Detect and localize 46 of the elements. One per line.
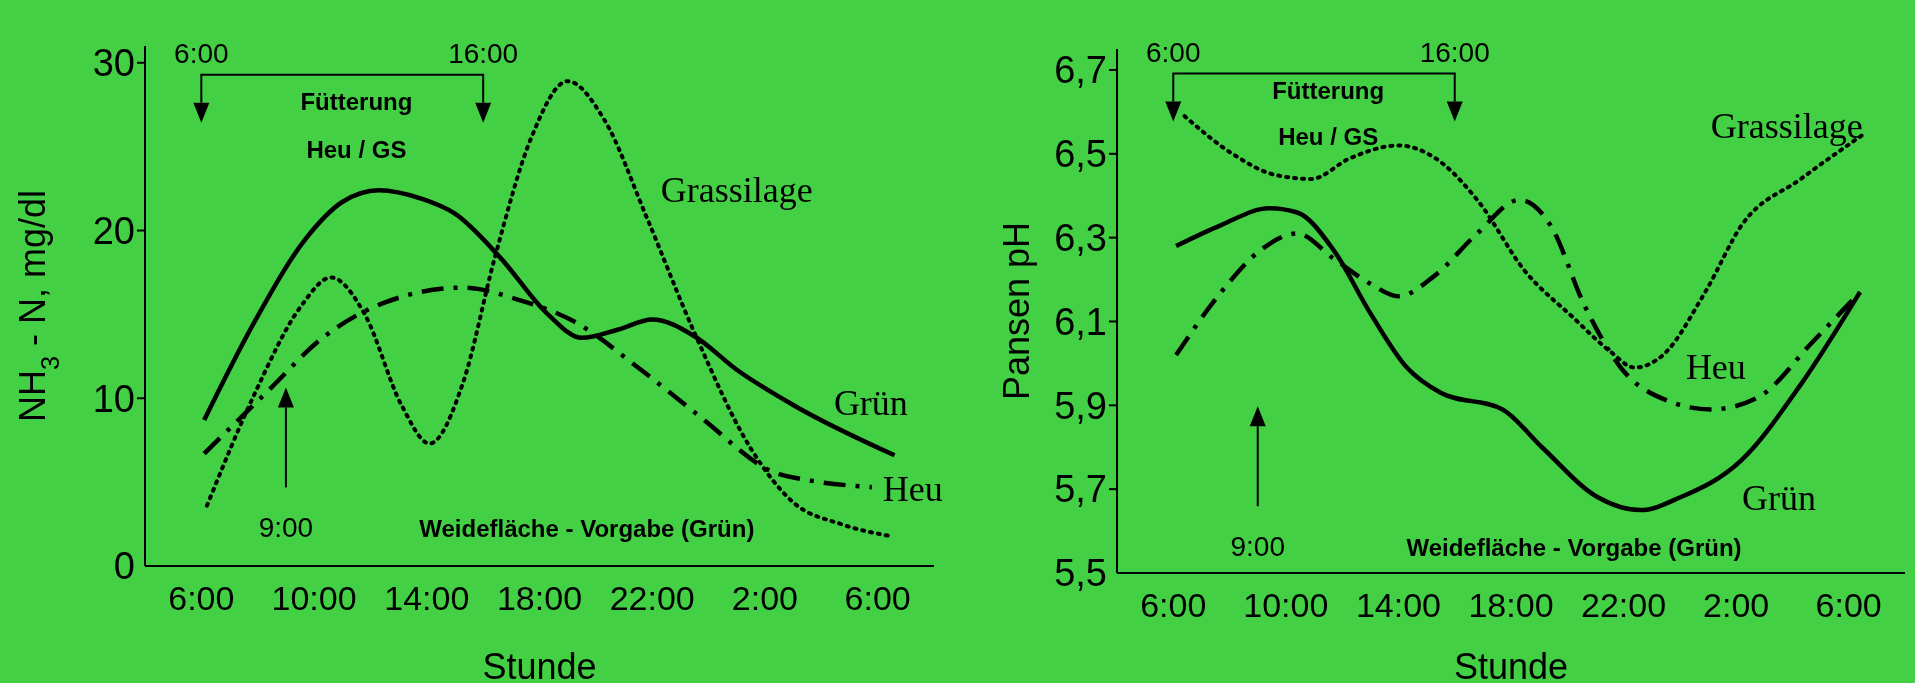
- x-tick-label: 22:00: [1581, 586, 1667, 624]
- y-tick-label: 6,7: [1054, 49, 1107, 92]
- x-tick-label: 22:00: [609, 579, 695, 617]
- x-tick-label: 2:00: [731, 579, 799, 617]
- x-tick-label: 6:00: [1140, 586, 1207, 624]
- y-tick-label: 20: [92, 209, 135, 252]
- y-tick-label: 5,5: [1054, 552, 1107, 595]
- y-tick-label: 6,3: [1054, 216, 1107, 259]
- x-tick-label: 18:00: [1468, 586, 1554, 624]
- y-tick-label: 6,1: [1054, 300, 1107, 343]
- series-label: Heu: [882, 469, 943, 509]
- y-tick-label: 30: [92, 42, 135, 85]
- series-label: Grassilage: [660, 170, 813, 210]
- x-tick-label: 10:00: [271, 579, 357, 617]
- annotation: 6:00: [1146, 36, 1201, 68]
- x-tick-label: 2:00: [1703, 586, 1770, 624]
- annotation: 9:00: [1230, 531, 1285, 563]
- y-tick-label: 5,7: [1054, 468, 1107, 511]
- annotation: Fütterung: [1272, 77, 1385, 105]
- x-tick-label: 14:00: [1355, 586, 1441, 624]
- x-axis-title: Stunde: [1453, 646, 1569, 683]
- annotation: Heu / GS: [1278, 123, 1379, 151]
- annotation: Weidefläche - Vorgabe (Grün): [419, 515, 755, 543]
- annotation: Fütterung: [300, 87, 413, 115]
- y-tick-label: 10: [92, 377, 135, 420]
- x-tick-label: 6:00: [1815, 586, 1882, 624]
- x-tick-label: 18:00: [496, 579, 583, 617]
- y-tick-label: 6,5: [1054, 133, 1107, 176]
- annotation: Weidefläche - Vorgabe (Grün): [1406, 534, 1742, 562]
- annotation: 9:00: [258, 512, 314, 544]
- x-tick-label: 6:00: [168, 579, 235, 617]
- x-tick-label: 10:00: [1243, 586, 1329, 624]
- x-axis-title: Stunde: [482, 646, 597, 683]
- x-tick-label: 14:00: [384, 579, 470, 617]
- y-tick-label: 0: [113, 545, 135, 588]
- annotation: 6:00: [174, 37, 229, 69]
- annotation: 16:00: [448, 37, 519, 69]
- series-label: Grassilage: [1710, 106, 1863, 147]
- series-label: Heu: [1685, 347, 1746, 388]
- series-label: Grün: [1741, 478, 1816, 519]
- x-tick-label: 6:00: [844, 579, 911, 617]
- y-tick-label: 5,9: [1054, 384, 1107, 427]
- y-axis-title: Pansen pH: [996, 221, 1037, 401]
- annotation: Heu / GS: [306, 136, 407, 164]
- annotation: 16:00: [1419, 36, 1490, 68]
- series-label: Grün: [833, 383, 908, 424]
